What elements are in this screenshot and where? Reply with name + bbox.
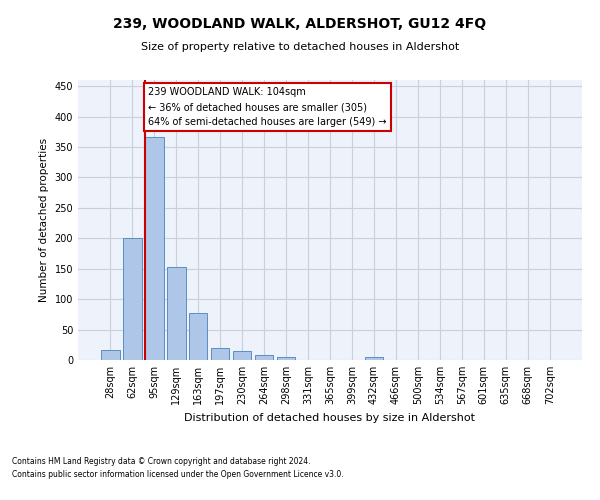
Text: 239 WOODLAND WALK: 104sqm
← 36% of detached houses are smaller (305)
64% of semi: 239 WOODLAND WALK: 104sqm ← 36% of detac… [148,88,386,127]
Bar [145,137,164,360]
Y-axis label: Number of detached properties: Number of detached properties [39,138,49,302]
X-axis label: Distribution of detached houses by size in Aldershot: Distribution of detached houses by size … [185,412,476,422]
Text: Size of property relative to detached houses in Aldershot: Size of property relative to detached ho… [141,42,459,52]
Bar [277,357,295,360]
Bar [123,238,142,360]
Text: 239, WOODLAND WALK, ALDERSHOT, GU12 4FQ: 239, WOODLAND WALK, ALDERSHOT, GU12 4FQ [113,18,487,32]
Bar [189,312,208,360]
Bar [255,355,274,360]
Text: Contains HM Land Registry data © Crown copyright and database right 2024.
Contai: Contains HM Land Registry data © Crown c… [12,458,344,479]
Bar [101,350,119,360]
Bar [211,348,229,360]
Bar [233,352,251,360]
Bar [365,357,383,360]
Bar [167,267,185,360]
